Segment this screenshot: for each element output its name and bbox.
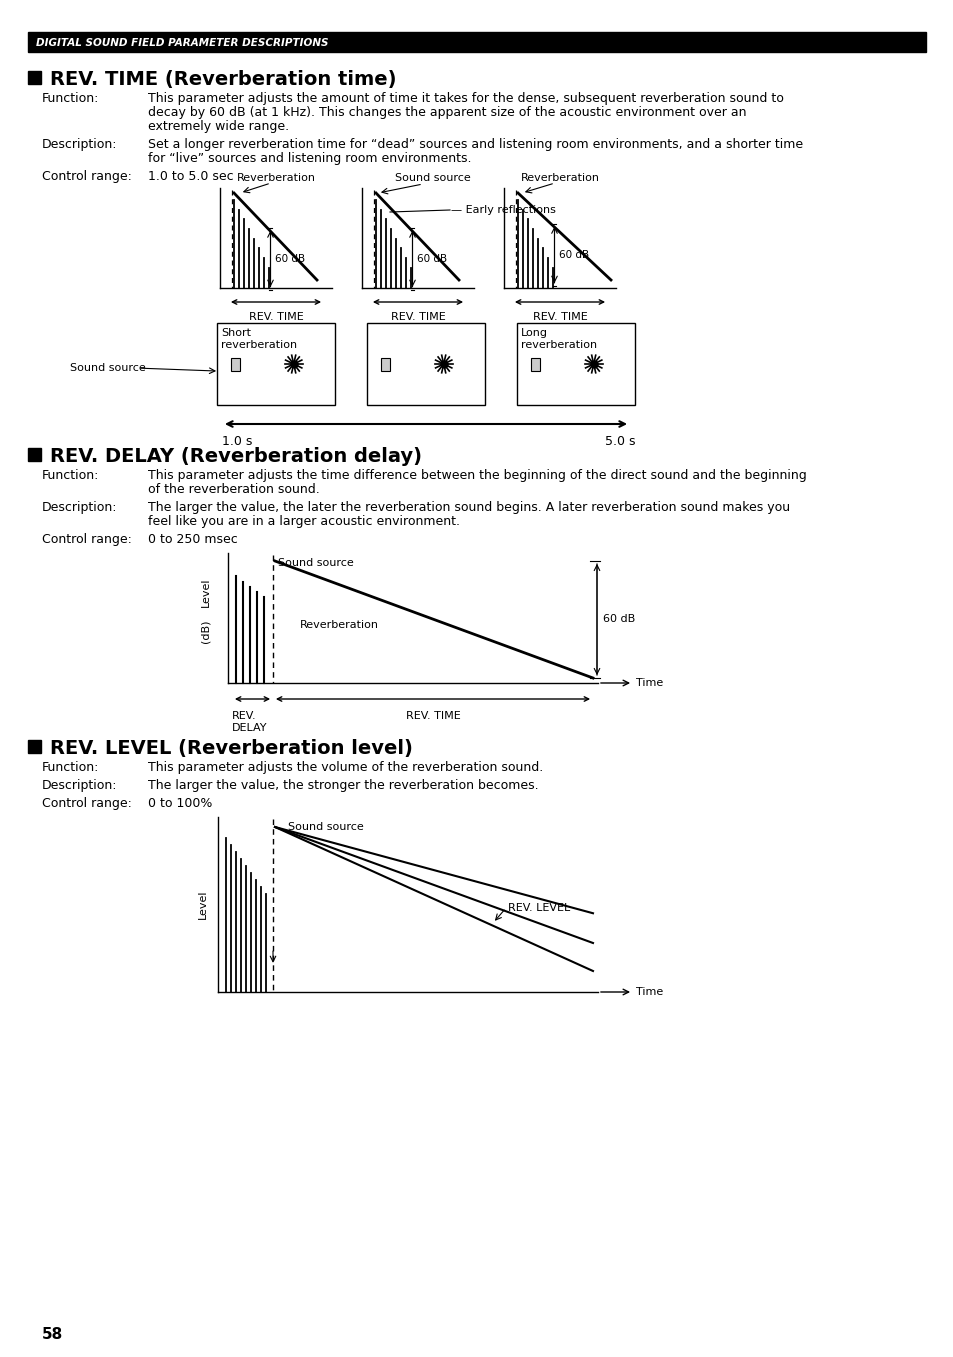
Text: Function:: Function: xyxy=(42,92,99,104)
Text: The larger the value, the stronger the reverberation becomes.: The larger the value, the stronger the r… xyxy=(148,779,538,792)
Text: Description:: Description: xyxy=(42,501,117,514)
Text: Level: Level xyxy=(198,890,208,919)
Text: This parameter adjusts the volume of the reverberation sound.: This parameter adjusts the volume of the… xyxy=(148,761,542,773)
Text: — Early reflections: — Early reflections xyxy=(451,205,556,214)
Text: 60 dB: 60 dB xyxy=(416,254,447,263)
Text: Reverberation: Reverberation xyxy=(520,172,598,183)
Text: 60 dB: 60 dB xyxy=(274,254,305,263)
Text: feel like you are in a larger acoustic environment.: feel like you are in a larger acoustic e… xyxy=(148,516,459,528)
Text: REV. LEVEL (Reverberation level): REV. LEVEL (Reverberation level) xyxy=(50,740,413,759)
Text: Long
reverberation: Long reverberation xyxy=(520,328,597,350)
Bar xyxy=(367,323,484,404)
Text: Set a longer reverberation time for “dead” sources and listening room environmen: Set a longer reverberation time for “dea… xyxy=(148,138,802,151)
Text: 58: 58 xyxy=(42,1327,63,1342)
Bar xyxy=(28,448,41,461)
Text: Reverberation: Reverberation xyxy=(299,620,378,630)
Text: The larger the value, the later the reverberation sound begins. A later reverber: The larger the value, the later the reve… xyxy=(148,501,789,514)
Text: Level: Level xyxy=(201,577,211,607)
Bar xyxy=(28,33,925,52)
Bar xyxy=(531,357,539,370)
Bar xyxy=(380,357,390,370)
Text: Control range:: Control range: xyxy=(42,533,132,546)
Text: Function:: Function: xyxy=(42,761,99,773)
Bar xyxy=(216,323,335,404)
Text: DELAY: DELAY xyxy=(232,723,267,733)
Text: Short
reverberation: Short reverberation xyxy=(221,328,296,350)
Text: 0 to 250 msec: 0 to 250 msec xyxy=(148,533,237,546)
Text: This parameter adjusts the time difference between the beginning of the direct s: This parameter adjusts the time differen… xyxy=(148,470,806,482)
Text: Description:: Description: xyxy=(42,779,117,792)
Text: DIGITAL SOUND FIELD PARAMETER DESCRIPTIONS: DIGITAL SOUND FIELD PARAMETER DESCRIPTIO… xyxy=(36,38,328,47)
Text: Time: Time xyxy=(636,987,662,997)
Text: REV. TIME: REV. TIME xyxy=(249,312,303,322)
Text: Sound source: Sound source xyxy=(70,364,146,373)
Text: 1.0 s: 1.0 s xyxy=(222,436,253,448)
Text: REV. LEVEL: REV. LEVEL xyxy=(507,902,570,913)
Text: (dB): (dB) xyxy=(201,619,211,643)
Bar xyxy=(28,71,41,84)
Text: Function:: Function: xyxy=(42,470,99,482)
Bar xyxy=(28,740,41,753)
Text: Sound source: Sound source xyxy=(277,558,354,569)
Text: Description:: Description: xyxy=(42,138,117,151)
Text: decay by 60 dB (at 1 kHz). This changes the apparent size of the acoustic enviro: decay by 60 dB (at 1 kHz). This changes … xyxy=(148,106,745,119)
Text: of the reverberation sound.: of the reverberation sound. xyxy=(148,483,319,497)
Text: This parameter adjusts the amount of time it takes for the dense, subsequent rev: This parameter adjusts the amount of tim… xyxy=(148,92,783,104)
Text: for “live” sources and listening room environments.: for “live” sources and listening room en… xyxy=(148,152,471,166)
Text: 60 dB: 60 dB xyxy=(602,615,635,624)
Text: Sound source: Sound source xyxy=(395,172,471,183)
Text: Sound source: Sound source xyxy=(288,822,363,832)
Text: REV. TIME: REV. TIME xyxy=(390,312,445,322)
Text: 5.0 s: 5.0 s xyxy=(604,436,635,448)
Text: REV.: REV. xyxy=(232,711,256,721)
Text: REV. DELAY (Reverberation delay): REV. DELAY (Reverberation delay) xyxy=(50,446,421,465)
Text: Control range:: Control range: xyxy=(42,170,132,183)
Text: REV. TIME: REV. TIME xyxy=(532,312,587,322)
Text: 0 to 100%: 0 to 100% xyxy=(148,797,213,810)
Text: REV. TIME (Reverberation time): REV. TIME (Reverberation time) xyxy=(50,71,396,90)
Text: 1.0 to 5.0 sec: 1.0 to 5.0 sec xyxy=(148,170,233,183)
Text: extremely wide range.: extremely wide range. xyxy=(148,119,289,133)
Text: Control range:: Control range: xyxy=(42,797,132,810)
Text: 60 dB: 60 dB xyxy=(558,250,589,259)
Text: REV. TIME: REV. TIME xyxy=(405,711,460,721)
Bar xyxy=(517,323,635,404)
Text: Time: Time xyxy=(636,678,662,688)
Text: Reverberation: Reverberation xyxy=(236,172,315,183)
Bar xyxy=(231,357,240,370)
